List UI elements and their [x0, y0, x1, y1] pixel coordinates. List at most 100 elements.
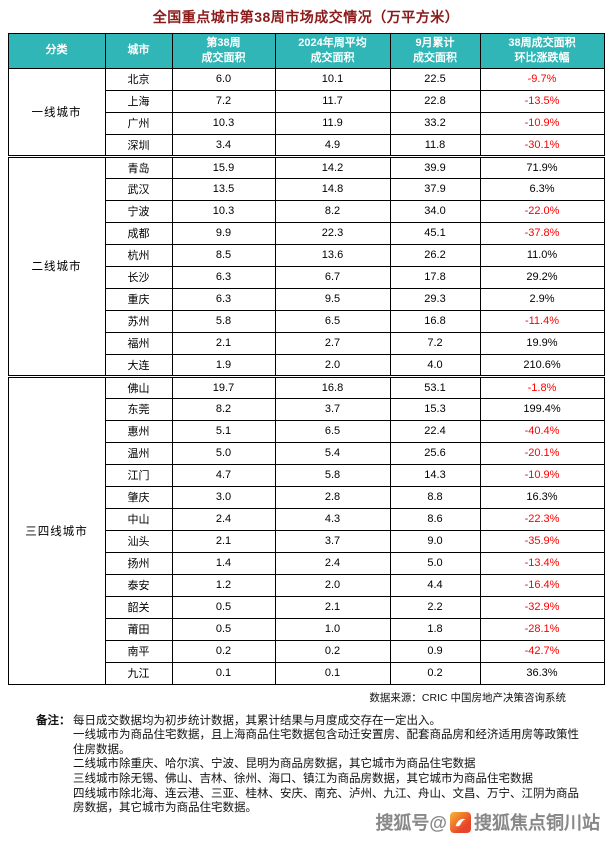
market-table: 分类 城市 第38周 成交面积 2024年周平均 成交面积 9月累计 成交面积 …: [7, 33, 605, 685]
city-cell: 北京: [104, 67, 173, 91]
table-row: 三四线城市 佛山 19.7 16.8 53.1 -1.8%: [7, 374, 605, 685]
sep-cumulative-cell: 11.8: [389, 133, 481, 157]
sep-cumulative-cell: 34.0: [389, 199, 481, 223]
city-cell: 佛山: [104, 374, 173, 399]
category-cell: 三四线城市: [7, 374, 106, 685]
weekly-avg-cell: 11.9: [274, 111, 391, 135]
col-header-wow-change: 38周成交面积 环比涨跌幅: [479, 33, 605, 69]
weekly-avg-cell: 6.5: [274, 419, 391, 443]
wow-change-cell: 199.4%: [479, 397, 605, 421]
sep-cumulative-cell: 25.6: [389, 441, 481, 465]
table-row: 泰安 1.2 2.0 4.4 -16.4%: [8, 573, 605, 597]
notes: 备注： 每日成交数据均为初步统计数据，其累计结果与月度成交存在一定出入。 一线城市…: [36, 714, 586, 816]
table-body: 一线城市 北京 6.0 10.1 22.5 -9.7% 上海 7.2 11.7 22.8 -13.5…: [7, 67, 605, 685]
weekly-avg-cell: 5.8: [274, 463, 391, 487]
wow-change-cell: -28.1%: [479, 617, 605, 641]
city-cell: 九江: [104, 661, 173, 685]
watermark: 搜狐号@ 搜狐焦点铜川站: [375, 809, 600, 835]
table-row: 韶关 0.5 2.1 2.2 -32.9%: [8, 595, 605, 619]
city-cell: 大连: [104, 353, 173, 377]
sep-cumulative-cell: 26.2: [389, 243, 481, 267]
week38-area-cell: 1.4: [171, 551, 276, 575]
table-row: 莆田 0.5 1.0 1.8 -28.1%: [8, 617, 605, 641]
page-title: 全国重点城市第38周市场成交情况（万平方米）: [152, 9, 460, 25]
sep-cumulative-cell: 22.8: [389, 89, 481, 113]
city-cell: 宁波: [104, 199, 173, 223]
weekly-avg-cell: 4.9: [274, 133, 391, 157]
table-row: 福州 2.1 2.7 7.2 19.9%: [8, 331, 605, 355]
week38-area-cell: 2.4: [171, 507, 276, 531]
sep-cumulative-cell: 5.0: [389, 551, 481, 575]
week38-area-cell: 8.2: [171, 397, 276, 421]
note-line: 每日成交数据均为初步统计数据，其累计结果与月度成交存在一定出入。: [73, 714, 441, 727]
city-cell: 泰安: [104, 573, 173, 597]
weekly-avg-cell: 8.2: [274, 199, 391, 223]
sep-cumulative-cell: 7.2: [389, 331, 481, 355]
table-row: 温州 5.0 5.4 25.6 -20.1%: [8, 441, 605, 465]
table-row: 南平 0.2 0.2 0.9 -42.7%: [8, 639, 605, 663]
city-cell: 上海: [104, 89, 173, 113]
weekly-avg-cell: 11.7: [274, 89, 391, 113]
table-row: 九江 0.1 0.1 0.2 36.3%: [8, 661, 605, 685]
city-cell: 广州: [104, 111, 173, 135]
wow-change-cell: 19.9%: [479, 331, 605, 355]
city-cell: 南平: [104, 639, 173, 663]
table-row: 大连 1.9 2.0 4.0 210.6%: [8, 353, 605, 377]
wow-change-cell: 11.0%: [479, 243, 605, 267]
note-line: 三线城市除无锡、佛山、吉林、徐州、海口、镇江为商品房数据，其它城市为商品住宅数据: [73, 773, 533, 786]
week38-area-cell: 5.1: [171, 419, 276, 443]
wow-change-cell: 2.9%: [479, 287, 605, 311]
city-cell: 莆田: [104, 617, 173, 641]
wow-change-cell: -9.7%: [479, 67, 605, 91]
weekly-avg-cell: 22.3: [274, 221, 391, 245]
week38-area-cell: 1.2: [171, 573, 276, 597]
table-row: 扬州 1.4 2.4 5.0 -13.4%: [8, 551, 605, 575]
city-cell: 江门: [104, 463, 173, 487]
week38-area-cell: 6.0: [171, 67, 276, 91]
week38-area-cell: 2.1: [171, 331, 276, 355]
sohu-logo-icon: [450, 811, 471, 833]
table-row: 汕头 2.1 3.7 9.0 -35.9%: [8, 529, 605, 553]
city-cell: 武汉: [104, 177, 173, 201]
wow-change-cell: 71.9%: [479, 154, 605, 179]
week38-area-cell: 3.4: [171, 133, 276, 157]
sep-cumulative-cell: 2.2: [389, 595, 481, 619]
watermark-account: 搜狐焦点铜川站: [474, 813, 600, 833]
week38-area-cell: 10.3: [171, 199, 276, 223]
city-cell: 汕头: [104, 529, 173, 553]
weekly-avg-cell: 14.8: [274, 177, 391, 201]
wow-change-cell: -22.0%: [479, 199, 605, 223]
sep-cumulative-cell: 0.9: [389, 639, 481, 663]
wow-change-cell: 6.3%: [479, 177, 605, 201]
city-cell: 东莞: [104, 397, 173, 421]
city-cell: 苏州: [104, 309, 173, 333]
weekly-avg-cell: 16.8: [274, 374, 391, 399]
sep-cumulative-cell: 4.0: [389, 353, 481, 377]
week38-area-cell: 0.5: [171, 617, 276, 641]
city-cell: 成都: [104, 221, 173, 245]
sep-cumulative-cell: 8.8: [389, 485, 481, 509]
city-cell: 福州: [104, 331, 173, 355]
week38-area-cell: 2.1: [171, 529, 276, 553]
weekly-avg-cell: 2.8: [274, 485, 391, 509]
col-header-week38-area: 第38周 成交面积: [171, 33, 276, 69]
wow-change-cell: -11.4%: [479, 309, 605, 333]
table-row: 重庆 6.3 9.5 29.3 2.9%: [8, 287, 605, 311]
week38-area-cell: 3.0: [171, 485, 276, 509]
watermark-prefix: 搜狐号@: [375, 813, 447, 833]
note-line: 四线城市除北海、连云港、三亚、桂林、安庆、南充、泸州、九江、舟山、文昌、万宁、江…: [73, 787, 579, 815]
category-cell: 二线城市: [7, 154, 106, 377]
sep-cumulative-cell: 29.3: [389, 287, 481, 311]
wow-change-cell: 16.3%: [479, 485, 605, 509]
sep-cumulative-cell: 15.3: [389, 397, 481, 421]
table-row: 中山 2.4 4.3 8.6 -22.3%: [8, 507, 605, 531]
city-cell: 中山: [104, 507, 173, 531]
week38-area-cell: 15.9: [171, 154, 276, 179]
table-row: 一线城市 北京 6.0 10.1 22.5 -9.7%: [7, 67, 605, 157]
wow-change-cell: -10.9%: [479, 111, 605, 135]
weekly-avg-cell: 10.1: [274, 67, 391, 91]
col-header-sep-cumulative: 9月累计 成交面积: [389, 33, 481, 69]
sep-cumulative-cell: 53.1: [389, 374, 481, 399]
sep-cumulative-cell: 37.9: [389, 177, 481, 201]
table-row: 成都 9.9 22.3 45.1 -37.8%: [8, 221, 605, 245]
